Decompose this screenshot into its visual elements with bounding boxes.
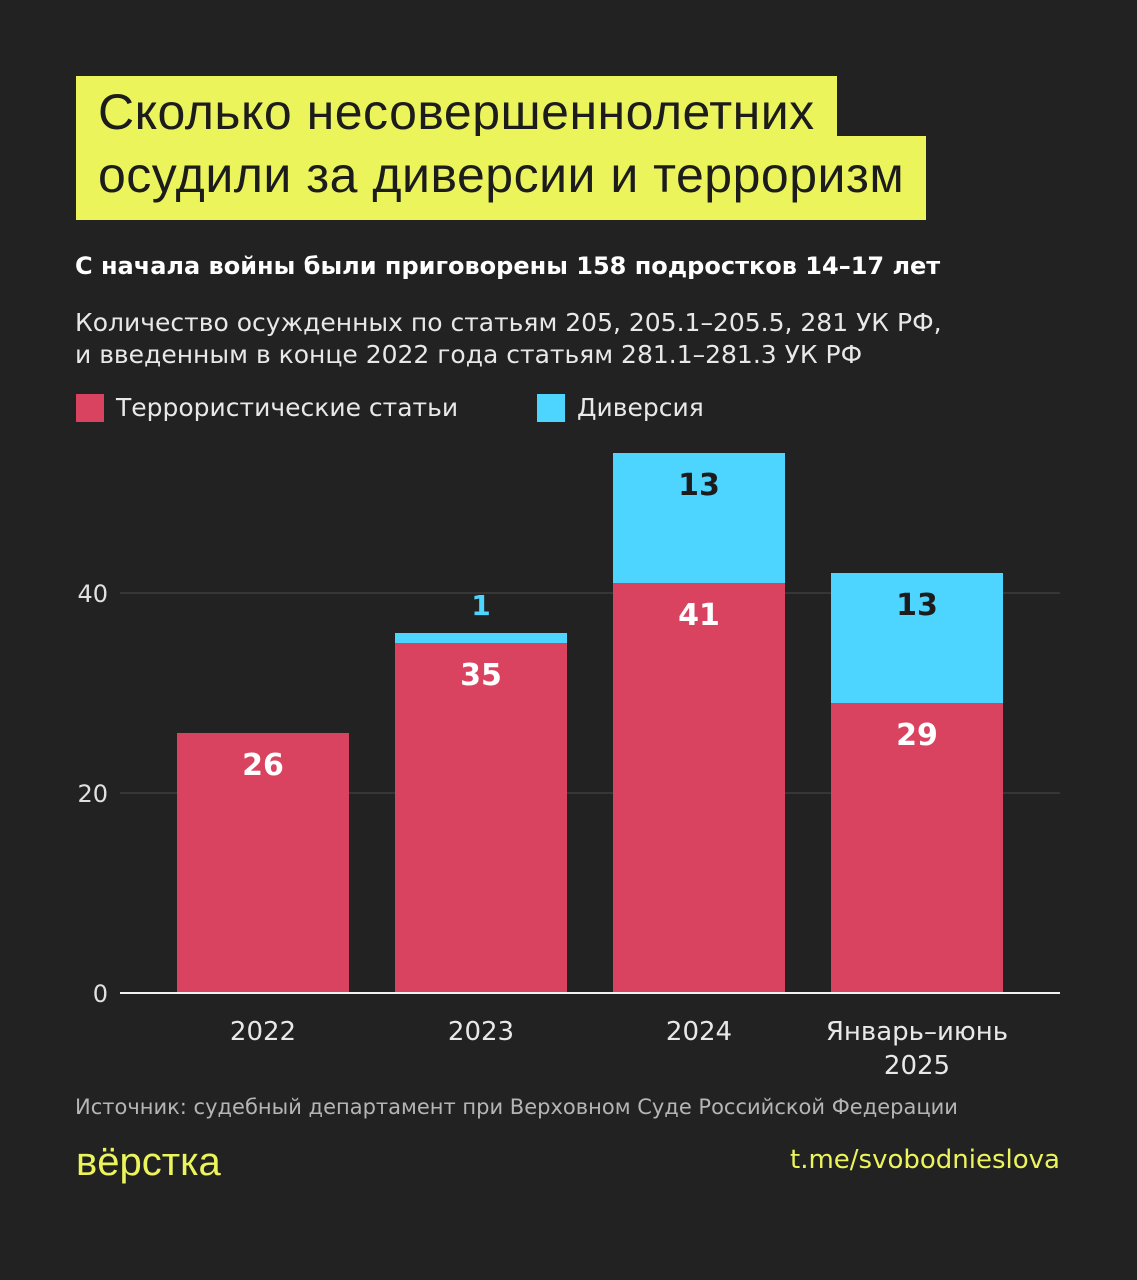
data-label: 13 (896, 588, 938, 623)
bar-terror (177, 733, 349, 993)
x-tick-label: 2025 (884, 1051, 950, 1081)
legend-item-terror: Террористические статьи (76, 393, 458, 422)
title-line-2: осудили за диверсии и терроризм (76, 136, 927, 220)
bar-terror (831, 703, 1003, 993)
data-label: 13 (678, 468, 720, 503)
description-line-2: и введенным в конце 2022 года статьям 28… (75, 340, 863, 369)
bar-sabotage (613, 453, 785, 583)
x-tick-label: 2024 (666, 1017, 732, 1047)
legend-swatch-sabotage (537, 393, 565, 422)
y-tick-label: 40 (77, 580, 108, 608)
data-label: 35 (460, 658, 502, 693)
bar-terror (613, 583, 785, 993)
data-label: 41 (678, 598, 720, 633)
data-label: 26 (242, 748, 284, 783)
subtitle: С начала войны были приговорены 158 подр… (75, 252, 941, 280)
y-tick-label: 0 (93, 980, 108, 1008)
source-note: Источник: судебный департамент при Верхо… (75, 1095, 958, 1119)
bar-sabotage (395, 633, 567, 643)
x-tick-label: 2023 (448, 1017, 514, 1047)
channel-link[interactable]: t.me/svobodnieslova (790, 1145, 1060, 1175)
legend-item-sabotage: Диверсия (537, 393, 704, 422)
x-tick-label: 2022 (230, 1017, 296, 1047)
legend-swatch-terror (76, 393, 104, 422)
bar-sabotage (831, 573, 1003, 703)
x-tick-label: Январь–июнь (826, 1017, 1008, 1047)
data-label: 29 (896, 718, 938, 753)
legend-label-terror: Террористические статьи (116, 393, 459, 422)
bar-terror (395, 643, 567, 993)
legend-label-sabotage: Диверсия (577, 393, 704, 422)
y-tick-label: 20 (77, 780, 108, 808)
data-label: 1 (471, 589, 490, 622)
description-line-1: Количество осужденных по статьям 205, 20… (75, 308, 942, 337)
logo: вёрстка (76, 1140, 221, 1184)
